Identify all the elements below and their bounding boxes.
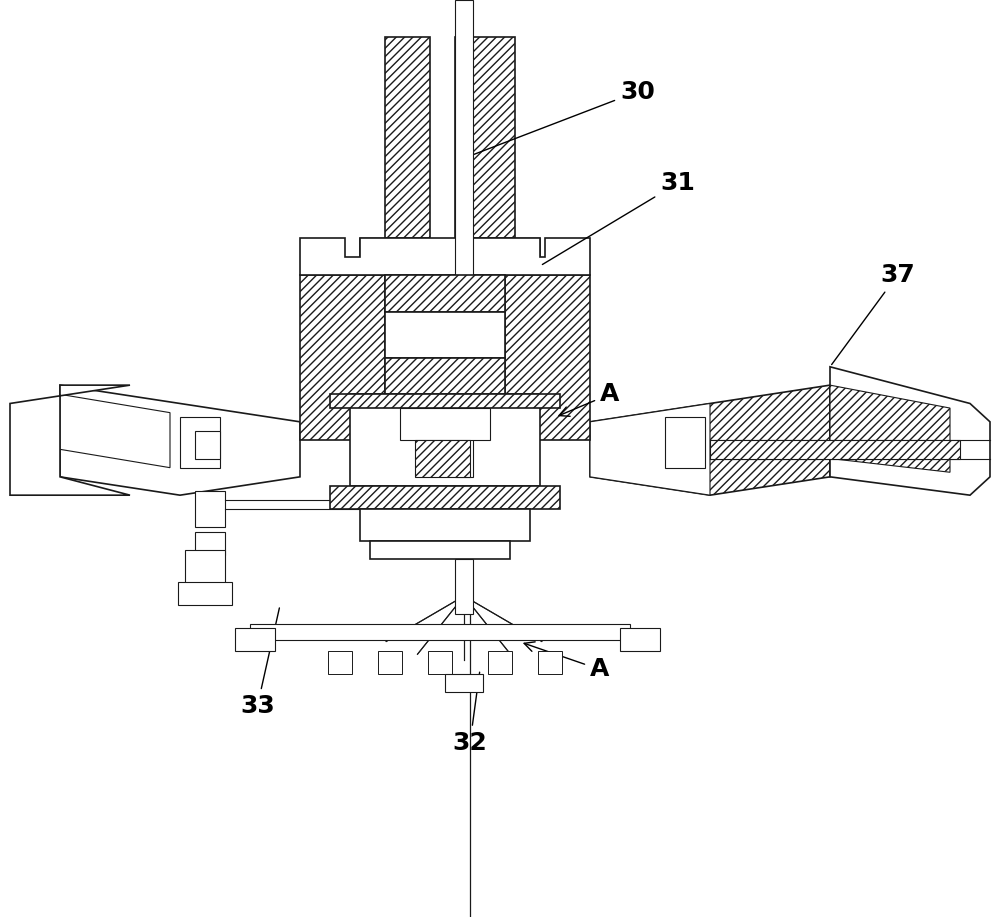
Polygon shape	[830, 385, 950, 472]
Polygon shape	[300, 238, 590, 275]
FancyBboxPatch shape	[250, 624, 630, 640]
FancyBboxPatch shape	[710, 440, 960, 458]
Text: 33: 33	[240, 608, 279, 718]
FancyBboxPatch shape	[620, 628, 660, 651]
FancyBboxPatch shape	[178, 582, 232, 605]
FancyBboxPatch shape	[195, 532, 225, 555]
FancyBboxPatch shape	[195, 431, 220, 458]
FancyBboxPatch shape	[330, 394, 560, 408]
FancyBboxPatch shape	[455, 0, 473, 477]
Text: 31: 31	[542, 171, 695, 264]
FancyBboxPatch shape	[378, 651, 402, 674]
FancyBboxPatch shape	[400, 408, 490, 440]
FancyBboxPatch shape	[505, 275, 590, 440]
Polygon shape	[590, 385, 830, 495]
FancyBboxPatch shape	[360, 509, 530, 541]
Polygon shape	[590, 403, 710, 495]
FancyBboxPatch shape	[330, 486, 560, 509]
FancyBboxPatch shape	[428, 651, 452, 674]
FancyBboxPatch shape	[235, 628, 275, 651]
FancyBboxPatch shape	[455, 559, 473, 614]
Polygon shape	[60, 385, 300, 495]
FancyBboxPatch shape	[370, 541, 510, 559]
Polygon shape	[60, 394, 170, 468]
Text: A: A	[524, 642, 609, 681]
FancyBboxPatch shape	[300, 275, 385, 440]
FancyBboxPatch shape	[488, 651, 512, 674]
Polygon shape	[360, 238, 540, 275]
Text: A: A	[559, 382, 619, 416]
FancyBboxPatch shape	[385, 312, 505, 358]
Polygon shape	[830, 367, 990, 495]
Polygon shape	[10, 385, 130, 495]
Text: 30: 30	[473, 80, 655, 155]
FancyBboxPatch shape	[350, 394, 540, 486]
FancyBboxPatch shape	[328, 651, 352, 674]
FancyBboxPatch shape	[455, 37, 515, 238]
FancyBboxPatch shape	[445, 674, 483, 692]
Text: 32: 32	[453, 672, 487, 755]
FancyBboxPatch shape	[385, 358, 505, 394]
Text: 37: 37	[832, 263, 915, 365]
FancyBboxPatch shape	[185, 550, 225, 587]
FancyBboxPatch shape	[385, 275, 505, 312]
FancyBboxPatch shape	[665, 417, 705, 468]
FancyBboxPatch shape	[195, 491, 225, 527]
FancyBboxPatch shape	[180, 417, 220, 468]
FancyBboxPatch shape	[385, 37, 430, 238]
FancyBboxPatch shape	[415, 440, 470, 477]
FancyBboxPatch shape	[538, 651, 562, 674]
